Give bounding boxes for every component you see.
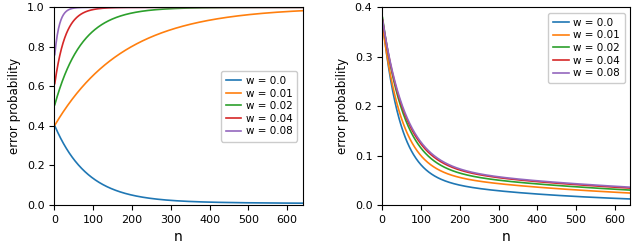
w = 0.01 [237,14,245,17]
w = 0.02 [491,178,499,181]
w = 0.02 [95,25,102,28]
w = 0.01 [216,17,224,20]
w = 0.01 [442,172,450,175]
Line: w = 0.01: w = 0.01 [55,11,303,125]
w = 0.04 [95,7,102,10]
w = 0.01 [51,124,59,127]
Line: w = 0.0: w = 0.0 [383,21,630,199]
w = 0.08 [216,6,224,9]
Y-axis label: error probability: error probability [336,58,349,154]
w = 0.01 [525,185,532,188]
w = 0.01 [627,192,634,194]
w = 0.08 [197,6,205,9]
w = 0.08 [544,180,552,183]
w = 0.0 [379,19,387,22]
w = 0.02 [51,103,59,106]
w = 0.0 [197,200,205,203]
w = 0.02 [197,6,205,9]
Line: w = 0.01: w = 0.01 [383,25,630,193]
w = 0.01 [299,9,307,12]
w = 0.02 [544,183,552,186]
w = 0.01 [95,69,102,72]
w = 0.04 [115,6,122,9]
w = 0.0 [51,124,59,127]
w = 0.01 [163,30,171,32]
w = 0.0 [95,181,102,183]
Line: w = 0.08: w = 0.08 [55,7,303,55]
w = 0.08 [525,179,532,182]
w = 0.02 [299,6,307,9]
w = 0.08 [491,175,499,178]
w = 0.04 [422,149,430,152]
w = 0.01 [422,160,430,163]
w = 0.08 [218,6,226,9]
w = 0.0 [627,197,634,200]
w = 0.08 [627,186,634,189]
Legend: w = 0.0, w = 0.01, w = 0.02, w = 0.04, w = 0.08: w = 0.0, w = 0.01, w = 0.02, w = 0.04, w… [548,12,625,83]
X-axis label: n: n [502,230,511,244]
w = 0.08 [565,182,573,185]
w = 0.08 [51,53,59,56]
Legend: w = 0.0, w = 0.01, w = 0.02, w = 0.04, w = 0.08: w = 0.0, w = 0.01, w = 0.02, w = 0.04, w… [221,71,298,142]
w = 0.01 [491,182,499,185]
Line: w = 0.04: w = 0.04 [383,20,630,188]
w = 0.01 [197,20,205,23]
w = 0.04 [237,6,245,9]
Line: w = 0.0: w = 0.0 [55,126,303,203]
w = 0.02 [237,6,245,9]
w = 0.0 [544,193,552,196]
w = 0.08 [379,18,387,21]
w = 0.08 [422,147,430,150]
w = 0.04 [544,181,552,184]
w = 0.04 [525,179,532,182]
w = 0.04 [442,163,450,166]
w = 0.04 [379,18,387,21]
w = 0.0 [163,199,171,202]
w = 0.02 [163,7,171,10]
w = 0.04 [163,6,171,9]
w = 0.02 [422,153,430,156]
w = 0.04 [51,82,59,85]
Y-axis label: error probability: error probability [8,58,21,154]
w = 0.01 [115,53,122,56]
w = 0.0 [525,192,532,195]
Line: w = 0.08: w = 0.08 [383,20,630,187]
w = 0.0 [422,169,430,172]
w = 0.02 [525,182,532,185]
w = 0.08 [299,6,307,9]
w = 0.04 [627,187,634,190]
w = 0.0 [237,201,245,204]
w = 0.08 [115,6,122,9]
w = 0.04 [491,176,499,179]
w = 0.02 [216,6,224,9]
X-axis label: n: n [174,230,183,244]
w = 0.0 [442,180,450,183]
w = 0.04 [216,6,224,9]
Line: w = 0.02: w = 0.02 [383,18,630,190]
Line: w = 0.04: w = 0.04 [55,7,303,84]
w = 0.01 [565,188,573,191]
w = 0.04 [565,183,573,186]
w = 0.02 [115,15,122,18]
w = 0.04 [299,6,307,9]
w = 0.01 [379,24,387,27]
w = 0.0 [115,190,122,193]
w = 0.02 [565,185,573,188]
w = 0.08 [163,6,171,9]
w = 0.0 [565,195,573,198]
w = 0.08 [238,6,246,9]
w = 0.04 [197,6,205,9]
w = 0.02 [442,167,450,170]
w = 0.0 [216,201,224,204]
w = 0.08 [442,162,450,165]
w = 0.0 [491,189,499,192]
Line: w = 0.02: w = 0.02 [55,7,303,105]
w = 0.0 [299,202,307,205]
w = 0.01 [544,186,552,189]
w = 0.02 [627,189,634,192]
w = 0.02 [379,16,387,19]
w = 0.08 [95,6,102,9]
